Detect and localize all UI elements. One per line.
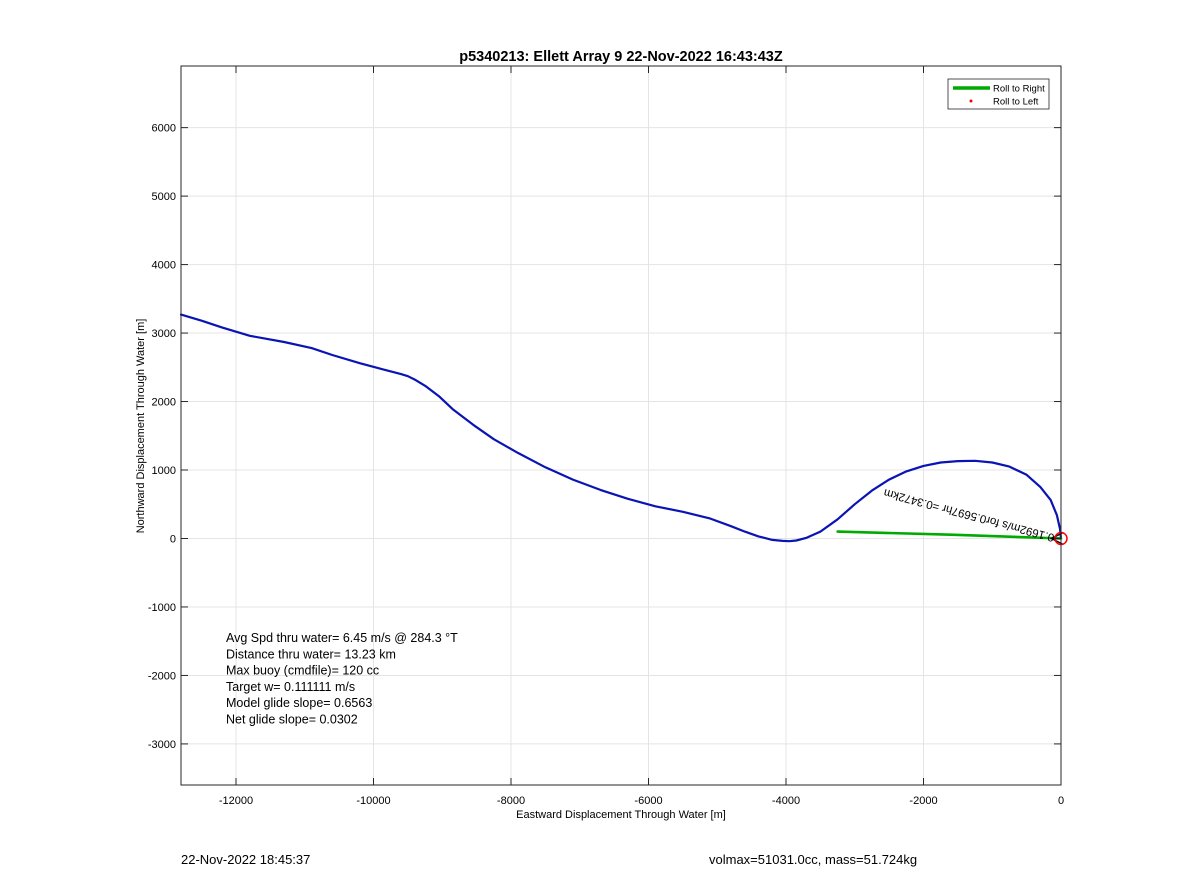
legend-swatch-roll-left <box>969 99 973 103</box>
y-tick-label: 5000 <box>152 191 176 203</box>
trajectory-line <box>179 313 1063 543</box>
x-axis-label: Eastward Displacement Through Water [m] <box>516 809 726 821</box>
annotations: Avg Spd thru water= 6.45 m/s @ 284.3 °T D… <box>226 631 458 727</box>
roll-right-line <box>836 530 1063 540</box>
y-axis-label: Northward Displacement Through Water [m] <box>135 319 147 534</box>
y-tick-label: 2000 <box>152 397 176 409</box>
footer-timestamp: 22-Nov-2022 18:45:37 <box>181 852 311 867</box>
stats-annotation: Target w= 0.111111 m/s <box>226 680 355 694</box>
current-vector-arrowhead <box>1049 531 1064 546</box>
legend-label-roll-right: Roll to Right <box>993 84 1045 95</box>
x-tick-label: -6000 <box>634 795 662 807</box>
grid <box>181 66 1062 785</box>
plot-background <box>181 66 1061 785</box>
y-tick-label: 3000 <box>152 328 176 340</box>
footer-info: volmax=51031.0cc, mass=51.724kg <box>709 852 918 867</box>
stats-annotation: Distance thru water= 13.23 km <box>226 647 396 661</box>
y-tick-label: 0 <box>170 533 176 545</box>
x-tick-label: -12000 <box>219 795 253 807</box>
plot-frame <box>180 65 1062 786</box>
stats-annotation: Avg Spd thru water= 6.45 m/s @ 284.3 °T <box>226 631 458 645</box>
x-tick-label: -4000 <box>772 795 800 807</box>
x-tick-label: -8000 <box>497 795 525 807</box>
x-tick-label: -10000 <box>356 795 390 807</box>
y-tick-label: -2000 <box>148 670 176 682</box>
stats-annotation: Max buoy (cmdfile)= 120 cc <box>226 664 379 678</box>
legend-label-roll-left: Roll to Left <box>993 97 1039 108</box>
axis-ticks: -12000 -10000 -8000 -6000 -4000 -2000 0-3000-2… <box>148 66 1064 807</box>
x-tick-label: -2000 <box>909 795 937 807</box>
legend: Roll to Right Roll to Left <box>947 78 1050 110</box>
x-tick-label: 0 <box>1058 795 1064 807</box>
stats-annotation: Net glide slope= 0.0302 <box>226 713 358 727</box>
y-tick-label: -3000 <box>148 739 176 751</box>
legend-box <box>947 78 1050 110</box>
y-tick-label: -1000 <box>148 602 176 614</box>
stats-annotation: Model glide slope= 0.6563 <box>226 696 372 710</box>
chart-title: p5340213: Ellett Array 9 22-Nov-2022 16:… <box>459 49 783 65</box>
y-tick-label: 4000 <box>152 260 176 272</box>
y-tick-label: 6000 <box>152 123 176 135</box>
y-tick-label: 1000 <box>152 465 176 477</box>
